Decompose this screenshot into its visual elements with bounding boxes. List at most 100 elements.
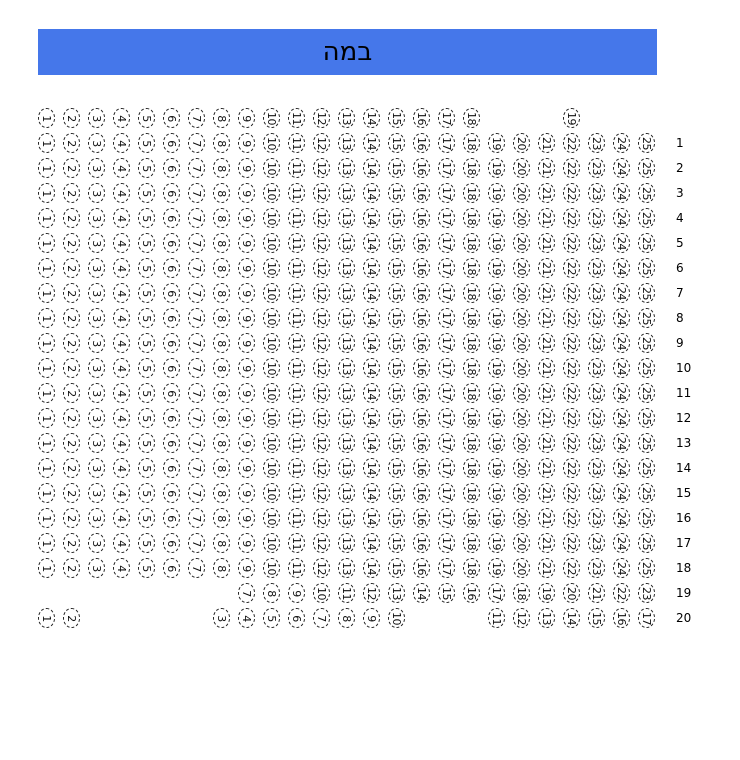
seat[interactable]: 7 xyxy=(187,383,205,403)
seat[interactable]: 14 xyxy=(362,483,380,503)
seat[interactable]: 3 xyxy=(87,308,105,328)
seat[interactable]: 8 xyxy=(212,408,230,428)
seat[interactable]: 4 xyxy=(112,183,130,203)
seat[interactable]: 12 xyxy=(312,108,330,128)
seat[interactable]: 2 xyxy=(62,558,80,578)
seat[interactable]: 4 xyxy=(112,358,130,378)
seat[interactable]: 12 xyxy=(312,133,330,153)
seat[interactable]: 5 xyxy=(137,133,155,153)
seat[interactable]: 8 xyxy=(212,558,230,578)
seat[interactable]: 12 xyxy=(312,183,330,203)
seat[interactable]: 4 xyxy=(112,433,130,453)
seat[interactable]: 18 xyxy=(462,408,480,428)
seat[interactable]: 18 xyxy=(462,283,480,303)
seat[interactable]: 6 xyxy=(162,308,180,328)
seat[interactable]: 16 xyxy=(412,208,430,228)
seat[interactable]: 24 xyxy=(612,308,630,328)
seat[interactable]: 2 xyxy=(62,233,80,253)
seat[interactable]: 1 xyxy=(37,558,55,578)
seat[interactable]: 22 xyxy=(562,333,580,353)
seat[interactable]: 8 xyxy=(212,208,230,228)
seat[interactable]: 2 xyxy=(62,433,80,453)
seat[interactable]: 15 xyxy=(387,158,405,178)
seat[interactable]: 6 xyxy=(162,358,180,378)
seat[interactable]: 13 xyxy=(337,208,355,228)
seat[interactable]: 3 xyxy=(87,233,105,253)
seat[interactable]: 6 xyxy=(162,458,180,478)
seat[interactable]: 23 xyxy=(587,233,605,253)
seat[interactable]: 7 xyxy=(237,583,255,603)
seat[interactable]: 20 xyxy=(512,333,530,353)
seat[interactable]: 5 xyxy=(137,458,155,478)
seat[interactable]: 17 xyxy=(437,408,455,428)
seat[interactable]: 13 xyxy=(337,558,355,578)
seat[interactable]: 3 xyxy=(87,333,105,353)
seat[interactable]: 24 xyxy=(612,208,630,228)
seat[interactable]: 23 xyxy=(587,183,605,203)
seat[interactable]: 16 xyxy=(412,183,430,203)
seat[interactable]: 22 xyxy=(562,133,580,153)
seat[interactable]: 10 xyxy=(262,433,280,453)
seat[interactable]: 12 xyxy=(312,233,330,253)
seat[interactable]: 20 xyxy=(512,408,530,428)
seat[interactable]: 4 xyxy=(112,308,130,328)
seat[interactable]: 6 xyxy=(162,233,180,253)
seat[interactable]: 10 xyxy=(262,208,280,228)
seat[interactable]: 5 xyxy=(137,308,155,328)
seat[interactable]: 13 xyxy=(337,258,355,278)
seat[interactable]: 16 xyxy=(412,108,430,128)
seat[interactable]: 2 xyxy=(62,608,80,628)
seat[interactable]: 6 xyxy=(162,108,180,128)
seat[interactable]: 22 xyxy=(562,508,580,528)
seat[interactable]: 4 xyxy=(112,333,130,353)
seat[interactable]: 4 xyxy=(112,283,130,303)
seat[interactable]: 13 xyxy=(337,333,355,353)
seat[interactable]: 8 xyxy=(212,158,230,178)
seat[interactable]: 9 xyxy=(237,258,255,278)
seat[interactable]: 20 xyxy=(512,458,530,478)
seat[interactable]: 3 xyxy=(87,258,105,278)
seat[interactable]: 5 xyxy=(137,533,155,553)
seat[interactable]: 17 xyxy=(437,333,455,353)
seat[interactable]: 20 xyxy=(512,383,530,403)
seat[interactable]: 15 xyxy=(387,408,405,428)
seat[interactable]: 11 xyxy=(287,108,305,128)
seat[interactable]: 7 xyxy=(187,408,205,428)
seat[interactable]: 6 xyxy=(162,158,180,178)
seat[interactable]: 10 xyxy=(262,108,280,128)
seat[interactable]: 4 xyxy=(112,108,130,128)
seat[interactable]: 1 xyxy=(37,208,55,228)
seat[interactable]: 12 xyxy=(512,608,530,628)
seat[interactable]: 21 xyxy=(537,533,555,553)
seat[interactable]: 10 xyxy=(262,183,280,203)
seat[interactable]: 11 xyxy=(287,433,305,453)
seat[interactable]: 3 xyxy=(87,158,105,178)
seat[interactable]: 17 xyxy=(437,133,455,153)
seat[interactable]: 21 xyxy=(537,283,555,303)
seat[interactable]: 18 xyxy=(462,483,480,503)
seat[interactable]: 25 xyxy=(637,308,655,328)
seat[interactable]: 7 xyxy=(187,258,205,278)
seat[interactable]: 5 xyxy=(137,158,155,178)
seat[interactable]: 12 xyxy=(312,358,330,378)
seat[interactable]: 25 xyxy=(637,358,655,378)
seat[interactable]: 25 xyxy=(637,558,655,578)
seat[interactable]: 19 xyxy=(487,333,505,353)
seat[interactable]: 11 xyxy=(287,283,305,303)
seat[interactable]: 21 xyxy=(537,333,555,353)
seat[interactable]: 9 xyxy=(237,108,255,128)
seat[interactable]: 6 xyxy=(287,608,305,628)
seat[interactable]: 17 xyxy=(437,283,455,303)
seat[interactable]: 18 xyxy=(462,383,480,403)
seat[interactable]: 7 xyxy=(187,333,205,353)
seat[interactable]: 23 xyxy=(587,433,605,453)
seat[interactable]: 19 xyxy=(487,158,505,178)
seat[interactable]: 6 xyxy=(162,183,180,203)
seat[interactable]: 17 xyxy=(437,483,455,503)
seat[interactable]: 21 xyxy=(537,258,555,278)
seat[interactable]: 11 xyxy=(337,583,355,603)
seat[interactable]: 9 xyxy=(237,208,255,228)
seat[interactable]: 15 xyxy=(587,608,605,628)
seat[interactable]: 8 xyxy=(212,533,230,553)
seat[interactable]: 9 xyxy=(237,533,255,553)
